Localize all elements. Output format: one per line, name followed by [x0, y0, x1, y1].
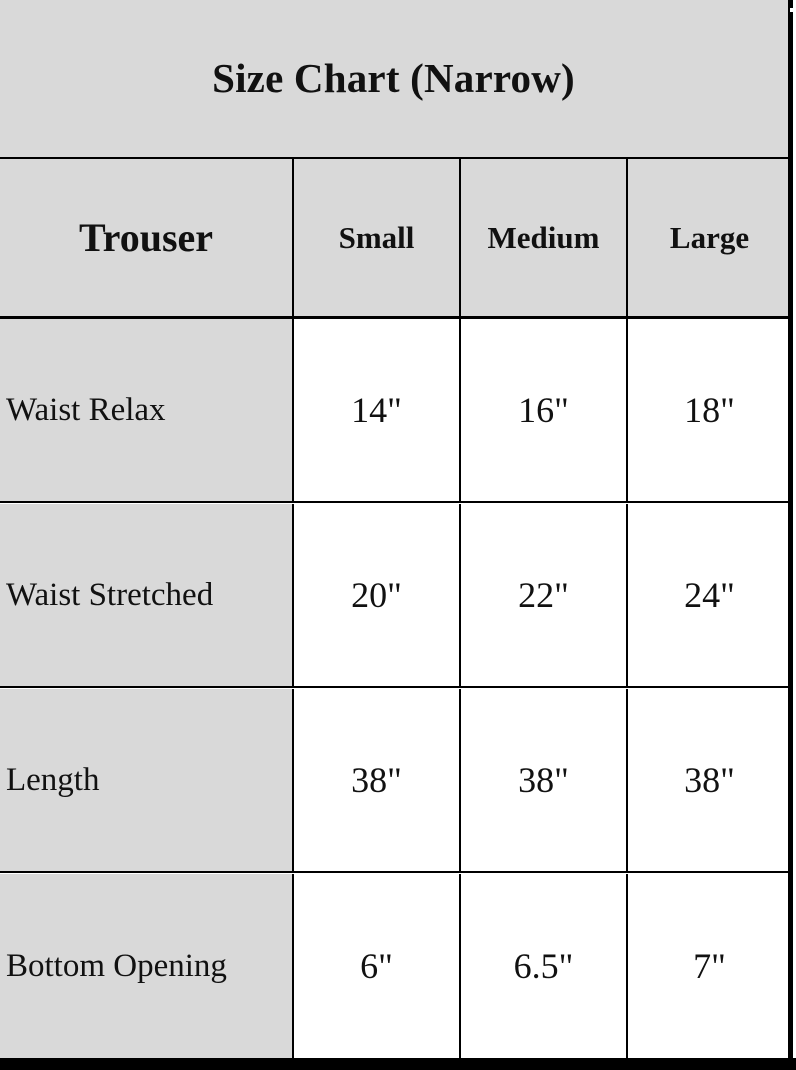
value-bottom-opening-large: 7" [693, 946, 726, 986]
row-label-cell: Bottom Opening [0, 874, 292, 1058]
row-value-cell-small: 6" [292, 874, 459, 1058]
header-label-large: Large [669, 219, 750, 255]
value-waist-relax-large: 18" [684, 390, 735, 430]
header-cell-small: Small [292, 159, 459, 316]
rule-below-header [0, 316, 793, 319]
row-value-cell-large: 38" [626, 689, 791, 871]
value-waist-stretched-large: 24" [684, 575, 735, 615]
value-length-small: 38" [351, 760, 402, 800]
row-value-cell-large: 18" [626, 319, 791, 501]
header-cell-large: Large [626, 159, 791, 316]
row-value-cell-small: 20" [292, 504, 459, 686]
header-label-small: Small [338, 219, 415, 255]
border-right [788, 0, 793, 1070]
chart-title-band: Size Chart (Narrow) [0, 0, 793, 157]
rule-below-title [0, 157, 793, 160]
row-label-cell: Waist Stretched [0, 504, 292, 686]
row-label-waist-relax: Waist Relax [6, 391, 166, 428]
table-row: Waist Stretched 20" 22" 24" [0, 504, 793, 686]
header-label-trouser: Trouser [78, 215, 214, 260]
row-value-cell-small: 38" [292, 689, 459, 871]
table-header-row: Trouser Small Medium Large [0, 159, 793, 316]
header-cell-medium: Medium [459, 159, 626, 316]
row-value-cell-medium: 38" [459, 689, 626, 871]
row-label-bottom-opening: Bottom Opening [6, 947, 227, 984]
border-bottom [0, 1058, 796, 1070]
row-value-cell-large: 24" [626, 504, 791, 686]
table-row: Bottom Opening 6" 6.5" 7" [0, 874, 793, 1058]
value-length-medium: 38" [518, 760, 569, 800]
value-waist-stretched-medium: 22" [518, 575, 569, 615]
row-value-cell-large: 7" [626, 874, 791, 1058]
rule-below-row-2 [0, 686, 793, 688]
border-right-notch [790, 8, 793, 12]
page-title: Size Chart (Narrow) [212, 54, 575, 101]
value-length-large: 38" [684, 760, 735, 800]
row-value-cell-medium: 22" [459, 504, 626, 686]
value-waist-stretched-small: 20" [351, 575, 402, 615]
table-row: Length 38" 38" 38" [0, 689, 793, 871]
row-label-cell: Waist Relax [0, 319, 292, 501]
row-label-cell: Length [0, 689, 292, 871]
table-row: Waist Relax 14" 16" 18" [0, 319, 793, 501]
row-label-length: Length [6, 761, 100, 798]
header-cell-trouser: Trouser [0, 159, 292, 316]
rule-below-row-3 [0, 871, 793, 873]
row-value-cell-medium: 6.5" [459, 874, 626, 1058]
value-bottom-opening-medium: 6.5" [513, 946, 574, 986]
row-value-cell-medium: 16" [459, 319, 626, 501]
header-label-medium: Medium [487, 219, 600, 255]
row-label-waist-stretched: Waist Stretched [6, 576, 214, 613]
rule-below-row-1 [0, 501, 793, 503]
value-waist-relax-small: 14" [351, 390, 402, 430]
value-bottom-opening-small: 6" [360, 946, 393, 986]
row-value-cell-small: 14" [292, 319, 459, 501]
value-waist-relax-medium: 16" [518, 390, 569, 430]
